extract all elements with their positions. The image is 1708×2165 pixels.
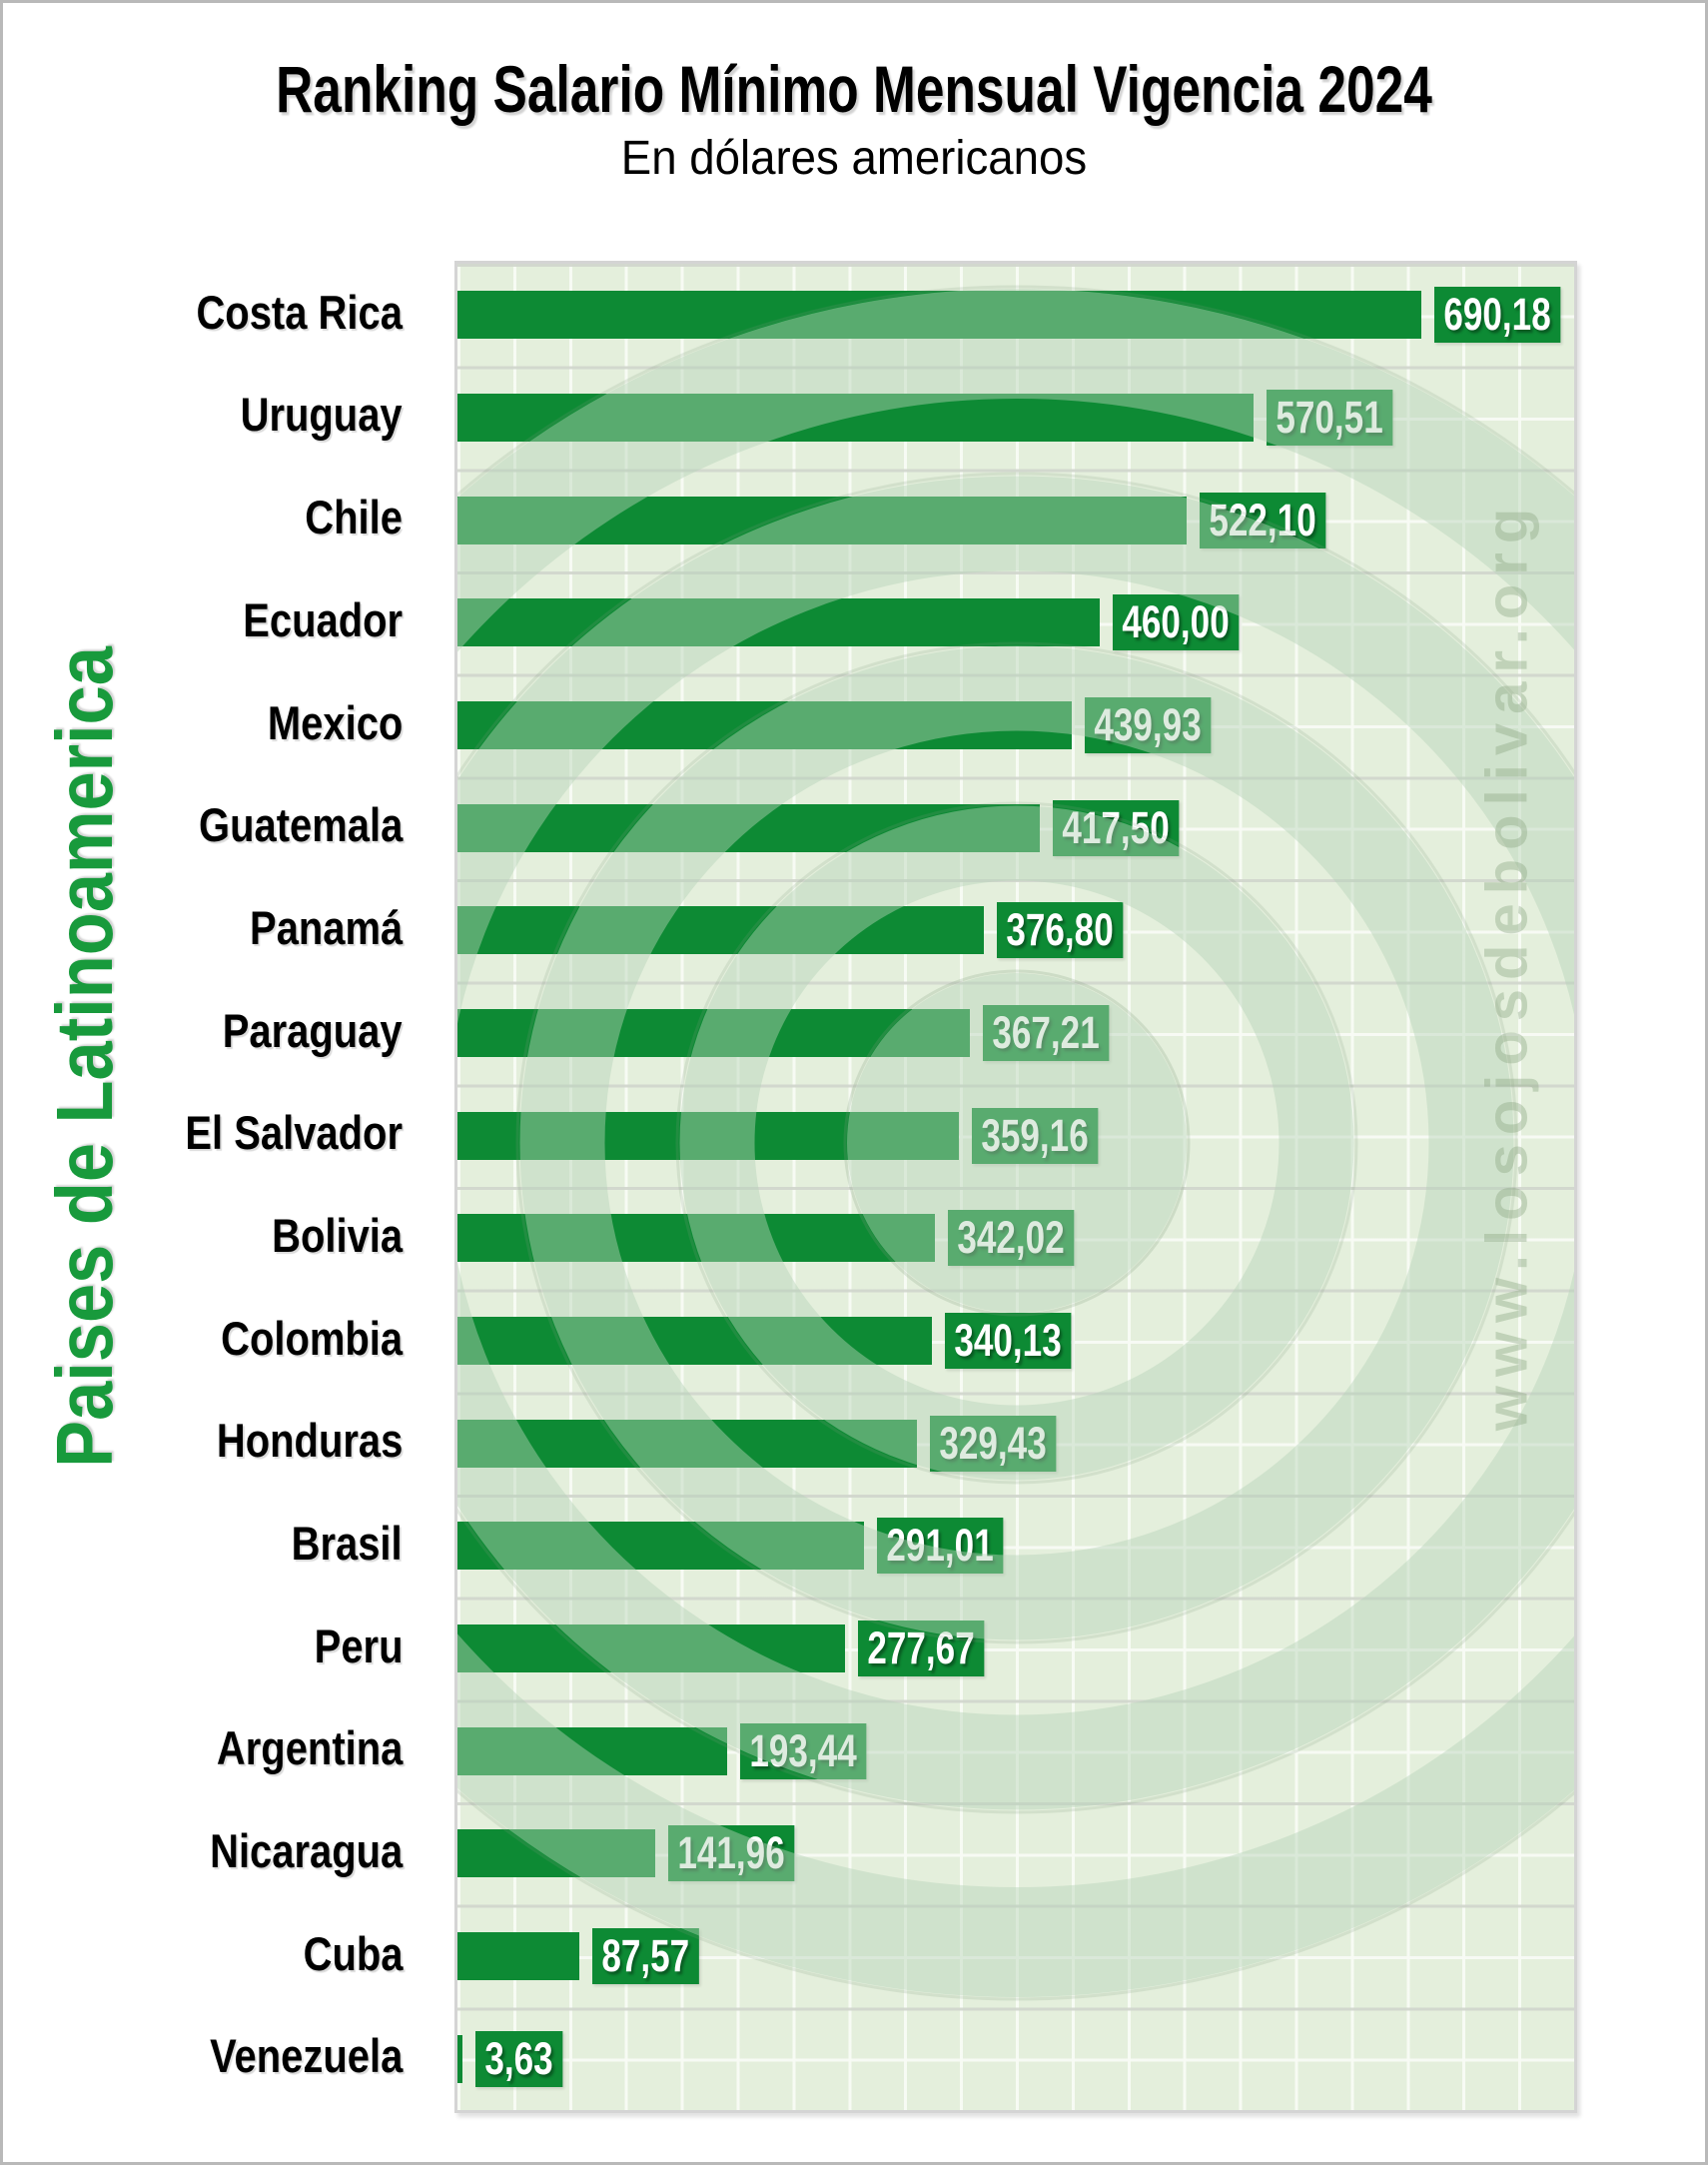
bar <box>457 598 1100 647</box>
value-label: 522,10 <box>1199 492 1325 548</box>
category-label-text: Peru <box>314 1619 403 1672</box>
category-label-text: Brasil <box>291 1516 403 1570</box>
bar <box>457 1009 971 1058</box>
category-label: Peru <box>3 1595 403 1697</box>
category-label: Guatemala <box>3 773 403 876</box>
category-label-text: Venezuela <box>209 2029 403 2083</box>
watermark-url-text: www.losojosdebolivar.org <box>1474 499 1540 1432</box>
bar <box>457 701 1072 749</box>
category-label-text: Honduras <box>216 1414 403 1468</box>
value-label: 359,16 <box>971 1107 1099 1164</box>
bar <box>457 1317 933 1366</box>
bar <box>457 906 984 955</box>
category-label-text: Paraguay <box>223 1003 403 1057</box>
value-label: 3,63 <box>475 2030 563 2087</box>
bar <box>457 291 1421 340</box>
category-label: Honduras <box>3 1389 403 1492</box>
category-label-text: Guatemala <box>198 798 403 852</box>
category-label: Costa Rica <box>3 261 403 364</box>
value-label: 342,02 <box>947 1210 1075 1267</box>
value-label: 417,50 <box>1053 799 1180 856</box>
value-label: 340,13 <box>945 1313 1072 1370</box>
category-label-text: Uruguay <box>240 388 403 442</box>
category-label: Uruguay <box>3 364 403 467</box>
bar <box>457 1214 935 1263</box>
category-label: Brasil <box>3 1492 403 1595</box>
category-label-text: Chile <box>305 491 403 544</box>
value-label: 329,43 <box>930 1415 1057 1472</box>
bar <box>457 496 1187 544</box>
bar <box>457 1726 728 1775</box>
value-label: 460,00 <box>1112 594 1239 651</box>
value-label: 141,96 <box>668 1825 795 1882</box>
category-label: Chile <box>3 466 403 568</box>
bar <box>457 1624 846 1673</box>
bar <box>457 1932 580 1981</box>
value-label: 690,18 <box>1433 287 1560 344</box>
category-label-text: Costa Rica <box>196 285 403 339</box>
bar <box>457 394 1255 442</box>
category-label: Mexico <box>3 671 403 774</box>
category-label-text: Argentina <box>216 1721 403 1775</box>
value-label: 277,67 <box>858 1621 985 1677</box>
value-label: 291,01 <box>876 1518 1003 1575</box>
chart-title: Ranking Salario Mínimo Mensual Vigencia … <box>276 52 1432 126</box>
category-label: Bolivia <box>3 1184 403 1287</box>
category-label: Argentina <box>3 1696 403 1799</box>
category-label: Panamá <box>3 876 403 979</box>
category-label-text: Panamá <box>249 900 403 954</box>
value-label: 376,80 <box>996 902 1123 959</box>
bar <box>457 1111 959 1160</box>
value-label: 87,57 <box>592 1928 699 1985</box>
category-label: Colombia <box>3 1287 403 1390</box>
chart-subtitle: En dólares americanos <box>620 132 1088 185</box>
category-label-text: Bolivia <box>272 1208 403 1262</box>
bar <box>457 1419 918 1468</box>
bar <box>457 803 1041 852</box>
category-label: Cuba <box>3 1902 403 2005</box>
category-label-text: El Salvador <box>185 1106 403 1160</box>
value-label: 367,21 <box>983 1005 1110 1062</box>
category-label-text: Ecuador <box>243 592 403 646</box>
value-label: 570,51 <box>1267 390 1393 446</box>
bar <box>457 1829 656 1878</box>
category-label-text: Mexico <box>267 695 403 749</box>
plot-area: www.losojosdebolivar.org 690,18 570,51 522… <box>454 261 1577 2113</box>
category-label-text: Colombia <box>220 1311 403 1365</box>
category-label: Paraguay <box>3 979 403 1082</box>
value-label: 193,44 <box>740 1722 867 1779</box>
category-label-text: Cuba <box>303 1926 403 1980</box>
value-label: 439,93 <box>1084 697 1211 753</box>
category-label-text: Nicaragua <box>209 1823 403 1877</box>
category-label: Nicaragua <box>3 1799 403 1902</box>
bar <box>457 2034 463 2083</box>
bar <box>457 1522 864 1571</box>
category-label: Ecuador <box>3 568 403 671</box>
category-label: Venezuela <box>3 2004 403 2107</box>
category-label: El Salvador <box>3 1081 403 1184</box>
category-labels: Costa Rica Uruguay Chile Ecuador Mexico Guate… <box>3 261 403 2107</box>
